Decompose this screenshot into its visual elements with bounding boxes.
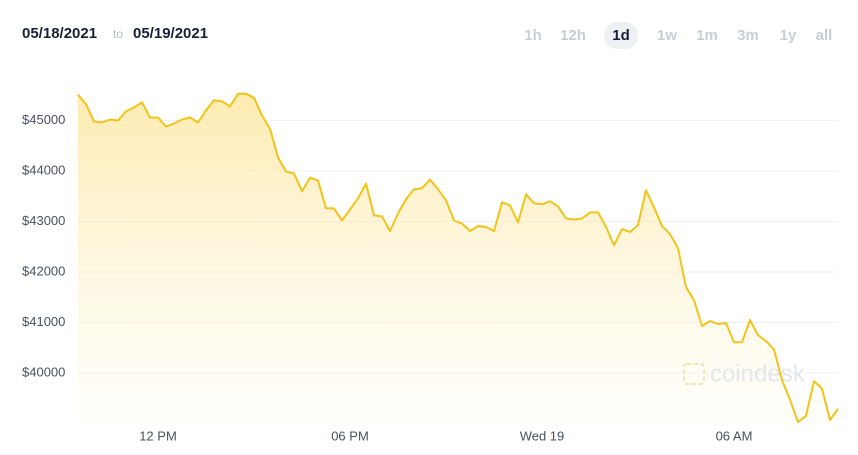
date-separator: to — [113, 27, 123, 41]
date-from: 05/18/2021 — [22, 25, 97, 42]
y-tick-label: $45000 — [22, 112, 65, 127]
y-tick-label: $44000 — [22, 162, 65, 177]
range-button[interactable]: 1d — [612, 27, 630, 44]
x-tick-label: 06 AM — [716, 428, 753, 443]
range-button[interactable]: 1w — [657, 27, 677, 44]
y-tick-label: $42000 — [22, 263, 65, 278]
x-tick-label: 06 PM — [331, 428, 369, 443]
date-to: 05/19/2021 — [133, 25, 208, 42]
price-line — [77, 92, 839, 423]
range-button-bg — [604, 22, 638, 49]
range-button[interactable]: 1h — [524, 27, 542, 44]
area-fill — [78, 93, 838, 425]
y-tick-label: $43000 — [22, 213, 65, 228]
range-button[interactable]: 12h — [560, 27, 586, 44]
range-button[interactable]: 3m — [737, 27, 759, 44]
watermark-text: coindesk — [710, 360, 806, 387]
range-button[interactable]: 1y — [780, 27, 797, 44]
y-tick-label: $41000 — [22, 314, 65, 329]
range-button[interactable]: 1m — [696, 27, 718, 44]
x-tick-label: Wed 19 — [520, 428, 565, 443]
x-tick-label: 12 PM — [139, 428, 177, 443]
y-tick-label: $40000 — [22, 364, 65, 379]
range-button[interactable]: all — [816, 27, 833, 44]
watermark: coindesk — [683, 360, 806, 387]
